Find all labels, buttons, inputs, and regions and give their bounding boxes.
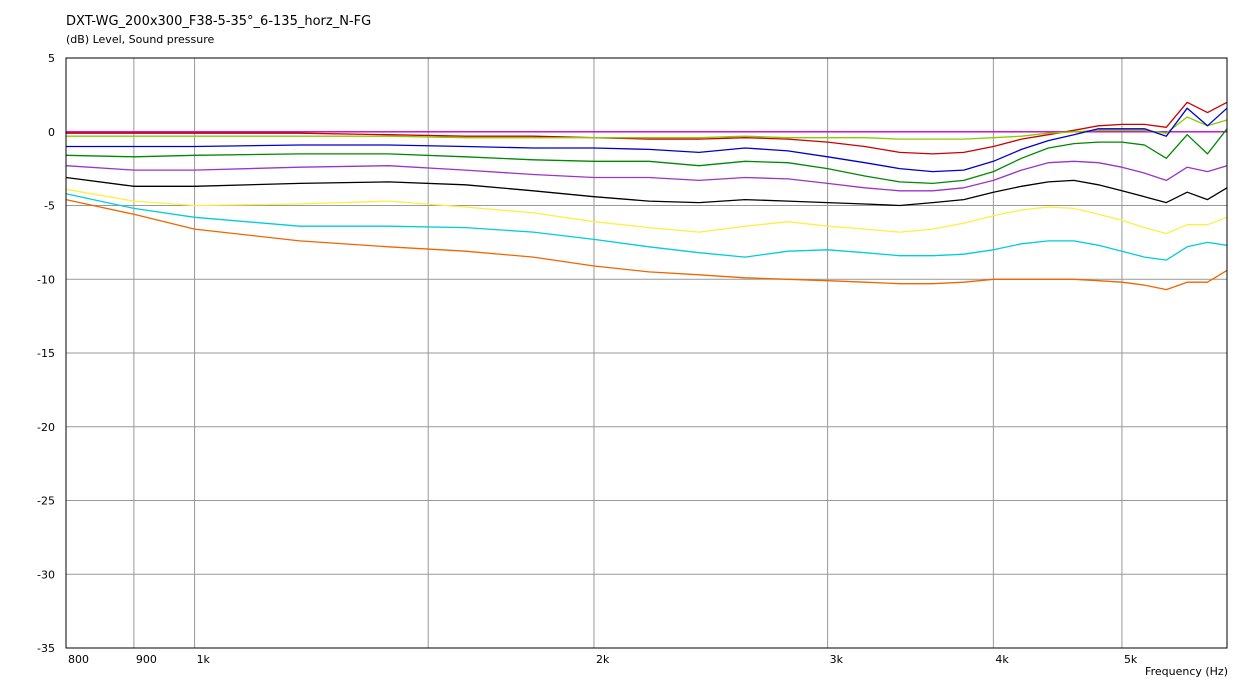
- series-line: [65, 160, 1228, 192]
- y-tick-labels: 5 0 -5 -10 -15 -20 -25 -30 -35: [37, 52, 55, 655]
- x-tick-label: 900: [136, 653, 157, 666]
- y-tick-label: -20: [37, 421, 55, 434]
- y-tick-label: -35: [37, 642, 55, 655]
- grid-lines: [65, 57, 1228, 649]
- y-axis-label: (dB) Level, Sound pressure: [66, 33, 215, 46]
- y-tick-label: -10: [37, 273, 55, 286]
- y-tick-label: -25: [37, 495, 55, 508]
- y-tick-label: -30: [37, 568, 55, 581]
- x-tick-label: 2k: [596, 653, 610, 666]
- series-line: [65, 128, 1228, 185]
- plot-frame: [65, 57, 1228, 649]
- chart-title: DXT-WG_200x300_F38-5-35°_6-135_horz_N-FG: [66, 14, 372, 29]
- x-axis-label: Frequency (Hz): [1145, 665, 1228, 678]
- y-tick-label: 0: [48, 126, 55, 139]
- series-line: [65, 188, 1228, 235]
- series-line: [65, 193, 1228, 261]
- y-tick-label: 5: [48, 52, 55, 65]
- series-line: [65, 198, 1228, 291]
- x-tick-label: 3k: [830, 653, 844, 666]
- series-line: [65, 176, 1228, 207]
- y-tick-label: -15: [37, 347, 55, 360]
- x-tick-label: 4k: [995, 653, 1009, 666]
- y-tick-label: -5: [44, 200, 55, 213]
- x-tick-label: 5k: [1124, 653, 1138, 666]
- x-tick-labels: 800 900 1k 2k 3k 4k 5k: [68, 653, 1138, 666]
- x-tick-label: 800: [68, 653, 89, 666]
- series-line: [66, 107, 1228, 173]
- series-line: [66, 101, 1228, 155]
- series-lines: [65, 101, 1228, 291]
- series-line: [66, 116, 1228, 140]
- x-tick-label: 1k: [197, 653, 211, 666]
